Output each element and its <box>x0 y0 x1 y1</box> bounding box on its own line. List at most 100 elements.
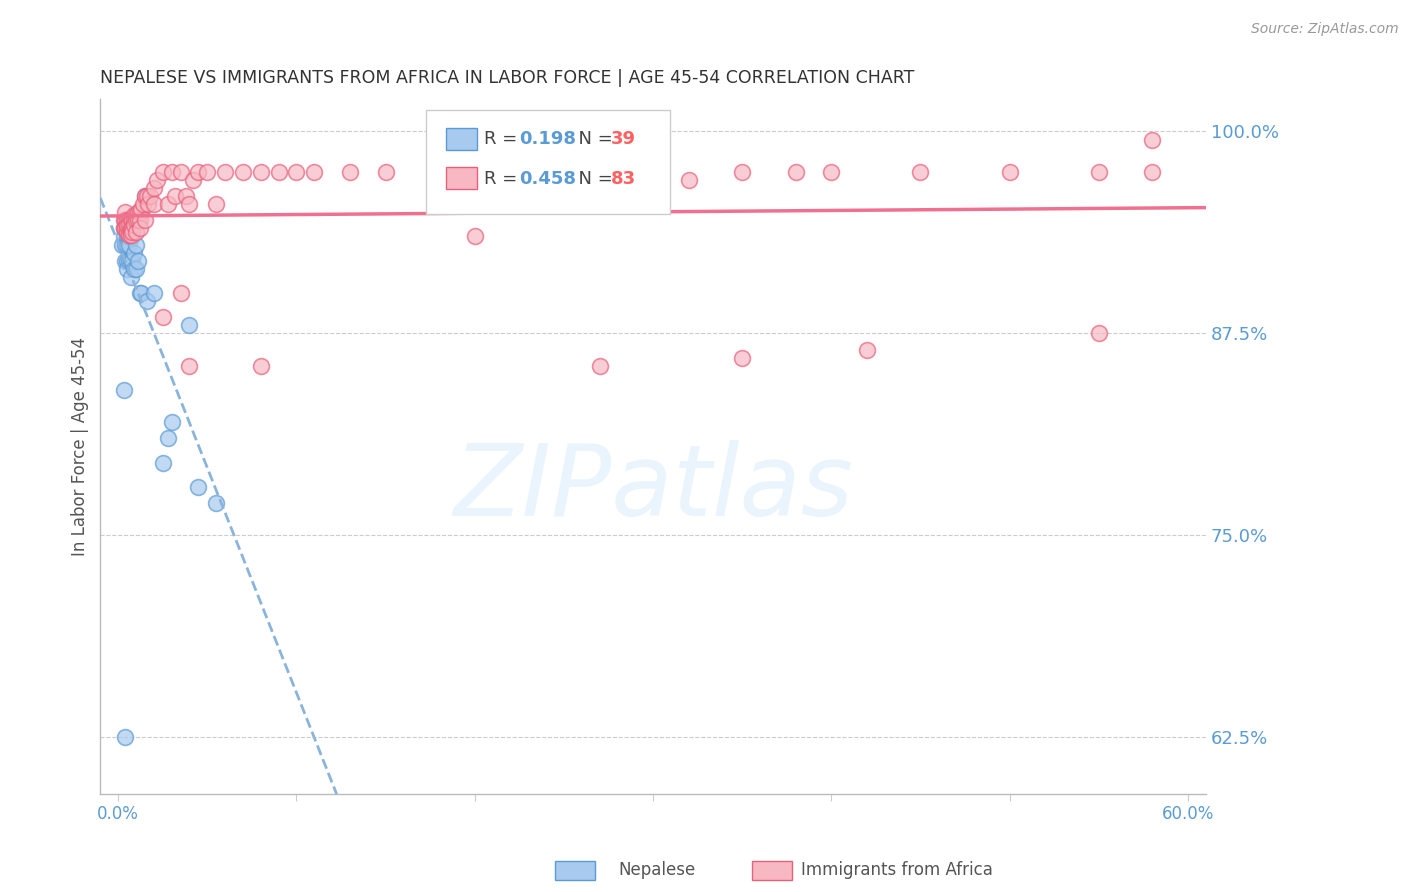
Point <box>427 165 450 179</box>
Point <box>134 213 156 227</box>
FancyBboxPatch shape <box>426 110 669 214</box>
Y-axis label: In Labor Force | Age 45-54: In Labor Force | Age 45-54 <box>72 337 89 556</box>
Point <box>121 213 143 227</box>
Point <box>115 237 138 252</box>
Point <box>820 165 842 179</box>
Point <box>118 229 141 244</box>
Point <box>118 253 141 268</box>
Text: Source: ZipAtlas.com: Source: ZipAtlas.com <box>1251 22 1399 37</box>
Point <box>588 359 610 373</box>
Text: R =: R = <box>484 170 523 188</box>
Point <box>146 173 169 187</box>
Point <box>120 221 142 235</box>
Point <box>127 253 149 268</box>
Point <box>120 221 142 235</box>
Point <box>1087 326 1109 341</box>
Point <box>205 197 228 211</box>
Point <box>134 189 156 203</box>
Point <box>214 165 236 179</box>
Point <box>731 351 754 365</box>
Point <box>115 213 138 227</box>
Point <box>641 181 664 195</box>
Point <box>111 237 134 252</box>
Point <box>115 225 138 239</box>
Point <box>114 213 136 227</box>
Point <box>115 221 138 235</box>
Point <box>249 359 271 373</box>
Point <box>152 310 174 325</box>
Point <box>121 229 143 244</box>
Point <box>125 213 148 227</box>
Point <box>160 165 183 179</box>
Point <box>128 221 150 235</box>
Point <box>160 415 183 429</box>
Point <box>125 237 148 252</box>
Point <box>127 205 149 219</box>
Point <box>181 173 204 187</box>
Point <box>114 221 136 235</box>
Point <box>120 213 142 227</box>
Point <box>120 225 142 239</box>
Point <box>339 165 361 179</box>
Point <box>499 173 522 187</box>
Point <box>114 213 136 227</box>
Point <box>120 227 142 242</box>
Point <box>285 165 308 179</box>
Point <box>122 213 145 227</box>
Point <box>128 213 150 227</box>
Point <box>112 221 135 235</box>
Point <box>731 165 754 179</box>
Point <box>152 165 174 179</box>
Point <box>187 480 209 494</box>
Point <box>1140 165 1163 179</box>
Point <box>174 189 197 203</box>
Point <box>157 197 180 211</box>
Point <box>118 213 141 227</box>
Point <box>374 165 396 179</box>
Point <box>131 202 153 216</box>
Text: R =: R = <box>484 129 523 148</box>
Point <box>187 165 209 179</box>
Point <box>122 245 145 260</box>
Point <box>112 221 135 235</box>
Point <box>169 165 191 179</box>
Point <box>139 189 162 203</box>
Point <box>114 253 136 268</box>
Text: N =: N = <box>567 129 619 148</box>
Point <box>118 237 141 252</box>
Point <box>125 209 148 223</box>
Point <box>115 221 138 235</box>
Point <box>115 218 138 232</box>
Point <box>114 730 136 744</box>
Point <box>1140 132 1163 146</box>
Point <box>1087 165 1109 179</box>
Point <box>142 197 165 211</box>
Point <box>122 261 145 276</box>
Point <box>179 359 201 373</box>
Point <box>118 227 141 242</box>
Point <box>678 173 700 187</box>
FancyBboxPatch shape <box>446 128 477 150</box>
Point <box>135 294 157 309</box>
Point <box>998 165 1021 179</box>
Text: 0.458: 0.458 <box>519 170 576 188</box>
Point <box>135 189 157 203</box>
Point <box>128 205 150 219</box>
Point <box>120 269 142 284</box>
Point <box>179 318 201 333</box>
Point <box>152 456 174 470</box>
Point <box>138 197 160 211</box>
Point <box>112 229 135 244</box>
Point <box>118 221 141 235</box>
Text: NEPALESE VS IMMIGRANTS FROM AFRICA IN LABOR FORCE | AGE 45-54 CORRELATION CHART: NEPALESE VS IMMIGRANTS FROM AFRICA IN LA… <box>100 69 915 87</box>
Point <box>157 431 180 445</box>
Point <box>169 285 191 300</box>
Point <box>588 189 610 203</box>
FancyBboxPatch shape <box>446 167 477 189</box>
Point <box>125 261 148 276</box>
Point <box>205 496 228 510</box>
Point <box>165 189 187 203</box>
Point <box>115 229 138 244</box>
Point <box>131 285 153 300</box>
Point <box>179 197 201 211</box>
